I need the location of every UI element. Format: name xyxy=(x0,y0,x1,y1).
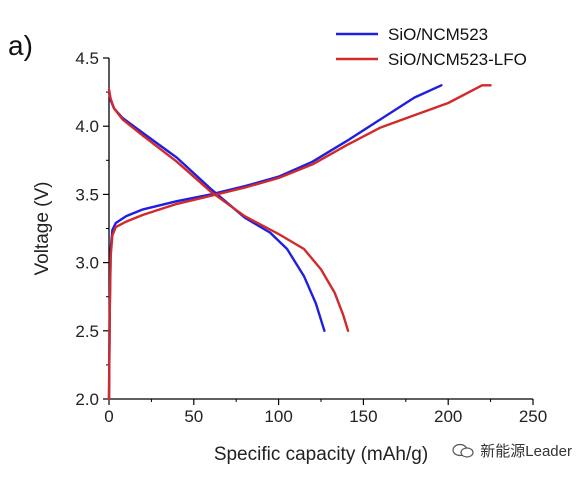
panel-label: a) xyxy=(8,30,33,61)
watermark-text: 新能源Leader xyxy=(480,443,572,460)
series-2-charge-line xyxy=(107,84,492,401)
x-tick-label: 200 xyxy=(434,407,462,426)
y-tick-label: 2.0 xyxy=(75,390,99,409)
series-1-discharge-line xyxy=(107,90,326,332)
chart-series-group xyxy=(107,84,492,401)
x-tick-label: 100 xyxy=(264,407,292,426)
y-axis-label: Voltage (V) xyxy=(32,182,53,276)
x-tick-label: 150 xyxy=(349,407,377,426)
x-tick-label: 50 xyxy=(184,407,203,426)
series-1-charge-line xyxy=(107,84,443,401)
series-2-discharge-line xyxy=(107,88,350,332)
watermark: 新能源Leader xyxy=(452,440,572,461)
chart-legend: SiO/NCM523 SiO/NCM523-LFO xyxy=(336,25,527,69)
x-axis-label: Specific capacity (mAh/g) xyxy=(214,444,428,465)
chat-bubble-icon xyxy=(452,443,474,458)
legend-label-2: SiO/NCM523-LFO xyxy=(388,50,527,69)
y-tick-label: 4.0 xyxy=(75,117,99,136)
x-tick-label: 250 xyxy=(519,407,547,426)
x-tick-label: 0 xyxy=(104,407,113,426)
y-tick-label: 4.5 xyxy=(75,49,99,68)
y-tick-label: 2.5 xyxy=(75,322,99,341)
y-tick-label: 3.0 xyxy=(75,254,99,273)
chart-axes: 0 50 100 150 200 250 2.0 2.5 3.0 3.5 4.0 4.5 Specifi… xyxy=(32,49,547,465)
legend-label-1: SiO/NCM523 xyxy=(388,25,488,44)
y-tick-label: 3.5 xyxy=(75,185,99,204)
